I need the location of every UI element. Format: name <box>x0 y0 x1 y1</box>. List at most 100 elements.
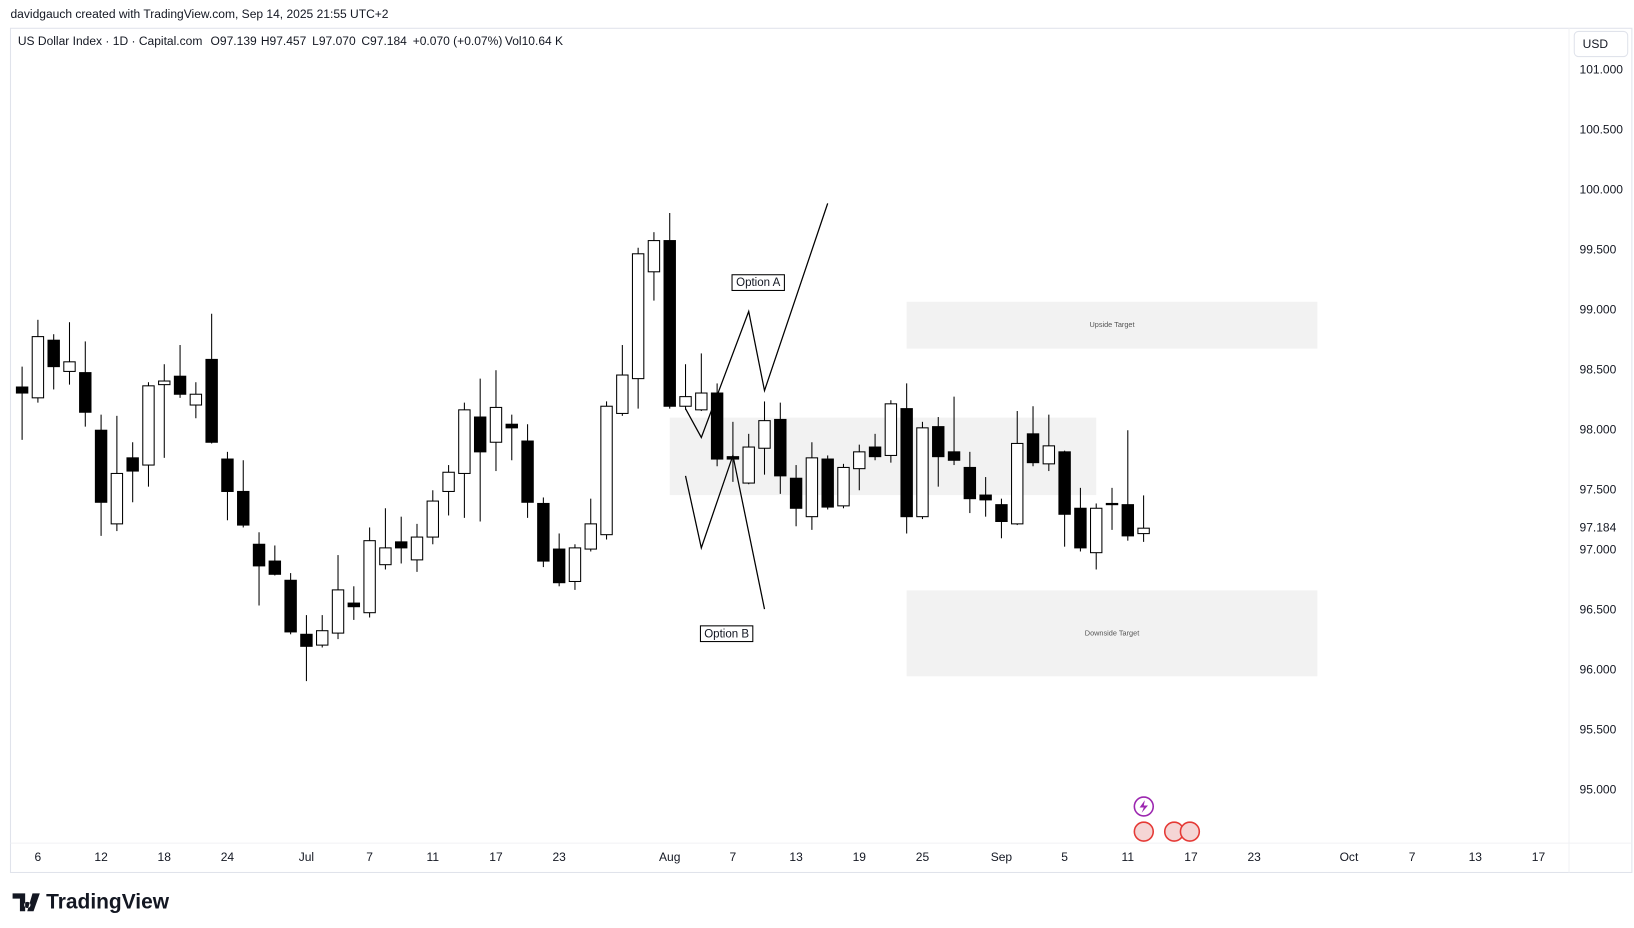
x-tick-label: 25 <box>916 850 930 864</box>
target-zone <box>906 301 1318 349</box>
x-tick-label: 7 <box>1409 850 1416 864</box>
x-tick-label: 7 <box>366 850 373 864</box>
scenario-label: Option A <box>736 277 780 289</box>
candle-body <box>268 560 282 575</box>
y-tick-label: 98.000 <box>1580 422 1617 436</box>
chart-frame <box>9 27 1633 874</box>
candle-body <box>347 602 361 608</box>
x-tick-label: 11 <box>427 850 440 864</box>
candle-body <box>15 386 29 394</box>
candle-body <box>979 494 992 501</box>
candle-body <box>537 502 550 562</box>
y-tick-label: 97.500 <box>1580 482 1617 496</box>
event-icon[interactable] <box>1133 821 1155 842</box>
zone-label: Downside Target <box>1085 628 1139 637</box>
candle-body <box>679 396 692 407</box>
candle-body <box>853 451 866 470</box>
candle-body <box>63 361 76 372</box>
candle-body <box>584 523 597 550</box>
candle-body <box>237 490 250 526</box>
legend-close: C97.184 <box>361 34 407 48</box>
candle-body <box>789 477 803 509</box>
y-tick-label: 98.500 <box>1580 362 1617 376</box>
y-tick-label: 96.500 <box>1580 602 1617 616</box>
candle-body <box>963 466 977 500</box>
candle-body <box>410 536 424 561</box>
legend-volume: Vol10.64 K <box>505 34 563 48</box>
event-icon[interactable] <box>1179 821 1201 842</box>
last-price-label: 97.184 <box>1580 520 1617 534</box>
candle-body <box>284 579 297 633</box>
x-tick-label: Jul <box>299 850 314 864</box>
candle-body <box>600 405 613 536</box>
candle-body <box>173 375 187 395</box>
target-zone <box>669 417 1097 496</box>
candle-body <box>695 392 708 411</box>
currency-label[interactable]: USD <box>1583 37 1609 51</box>
y-tick-label: 99.000 <box>1580 302 1617 316</box>
candle-body <box>142 385 155 466</box>
event-icons <box>1133 796 1201 842</box>
candle-body <box>742 446 755 484</box>
x-tick-label: 17 <box>1184 850 1198 864</box>
scenario-path <box>684 203 829 439</box>
candle-body <box>394 541 408 549</box>
candle-body <box>1042 445 1056 465</box>
candle-body <box>458 409 471 474</box>
x-tick-label: 23 <box>1247 850 1261 864</box>
scenario-path <box>684 453 766 610</box>
candle-body <box>158 380 171 386</box>
y-tick-label: 95.500 <box>1580 723 1617 737</box>
candle-body <box>568 547 582 583</box>
candle-body <box>1090 507 1103 554</box>
x-tick-label: 6 <box>35 850 42 864</box>
candle-body <box>426 500 440 538</box>
chart-title: US Dollar Index · 1D · Capital.com <box>18 34 203 48</box>
candle-body <box>837 466 850 507</box>
x-tick-label: 7 <box>730 850 737 864</box>
candle-body <box>300 633 313 647</box>
candle-body <box>1105 502 1119 506</box>
attribution: davidgauch created with TradingView.com,… <box>10 7 388 21</box>
candle-body <box>126 457 139 472</box>
y-tick-label: 101.000 <box>1580 62 1624 76</box>
x-tick-label: Aug <box>659 850 680 864</box>
x-tick-label: 5 <box>1061 850 1068 864</box>
candle-body <box>1121 504 1135 537</box>
plot-area: Upside Target Downside Target Option A Opti… <box>15 203 1318 682</box>
candle-body <box>916 427 929 518</box>
candle-body <box>647 240 661 273</box>
brand-mark <box>12 893 40 912</box>
candle-body <box>1011 442 1024 525</box>
x-tick-label: 17 <box>489 850 503 864</box>
brand-logo: TradingView <box>12 890 170 913</box>
x-tick-label: 11 <box>1122 850 1135 864</box>
y-tick-label: 95.000 <box>1580 783 1617 797</box>
candle-body <box>758 420 771 449</box>
candle-body <box>189 393 203 406</box>
currency-button[interactable] <box>1573 30 1629 58</box>
candle-body <box>47 339 60 368</box>
x-tick-label: 12 <box>94 850 108 864</box>
candle-body <box>868 446 882 458</box>
candle-body <box>110 472 124 525</box>
scenario-label-box <box>731 274 785 291</box>
legend-open: O97.139 <box>211 34 257 48</box>
candle-body <box>1026 433 1040 464</box>
candle-body <box>884 403 898 456</box>
candle-body <box>205 358 218 443</box>
y-tick-label: 97.000 <box>1580 542 1617 556</box>
legend-low: L97.070 <box>312 34 356 48</box>
candle-body <box>932 426 945 458</box>
candle-body <box>1137 527 1150 535</box>
scenario-label: Option B <box>704 628 749 640</box>
candle-body <box>94 429 108 503</box>
brand-name: TradingView <box>46 890 170 913</box>
candle-body <box>1058 451 1071 515</box>
x-tick-label: Oct <box>1340 850 1359 864</box>
x-tick-label: 18 <box>158 850 172 864</box>
candle-body <box>316 630 329 646</box>
candle-body <box>521 440 534 503</box>
candle-body <box>252 543 266 567</box>
